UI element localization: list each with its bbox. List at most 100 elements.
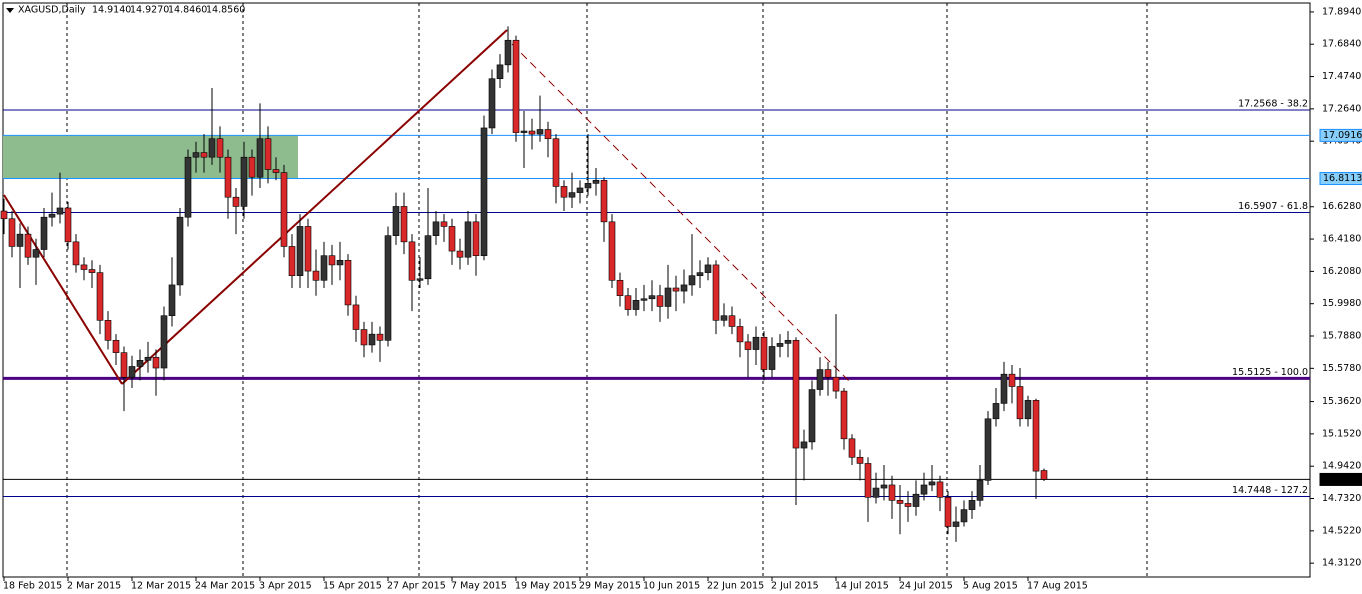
candle-body [608, 221, 616, 281]
ohlc-open: 14.9140 [92, 5, 131, 16]
candle-body [696, 272, 704, 276]
x-tick-label: 2 Jul 2015 [771, 581, 819, 592]
candle-body [104, 320, 112, 341]
level-label-box [1319, 472, 1362, 486]
candle-body [752, 336, 760, 350]
candle-body [1040, 470, 1048, 480]
candle-body [928, 481, 936, 486]
x-tick-label: 14 Jul 2015 [835, 581, 889, 592]
candle-body [640, 298, 648, 301]
y-tick-label: 17.8940 [1322, 6, 1361, 17]
y-tick-label: 14.9420 [1322, 461, 1361, 472]
candle-body [1016, 386, 1024, 420]
candle-body [992, 403, 1000, 420]
level-label: 17.2568 - 38.2 [1238, 98, 1308, 109]
candle-body [896, 500, 904, 504]
candle-body [152, 356, 160, 369]
candle-body [200, 152, 208, 158]
ohlc-low: 14.8460 [168, 5, 207, 16]
candle-body [144, 356, 152, 361]
candle-body [456, 250, 464, 258]
y-tick-label: 15.1520 [1322, 428, 1361, 439]
candle-body [488, 78, 496, 129]
candle-body [824, 369, 832, 378]
candle-body [472, 221, 480, 256]
candle-body [904, 503, 912, 507]
x-tick-label: 5 Aug 2015 [963, 581, 1018, 592]
candle-body [584, 183, 592, 189]
labels-layer: 17.894017.684017.474017.264017.054016.62… [3, 6, 1362, 592]
candle-body [96, 272, 104, 321]
candle-body [592, 179, 600, 184]
candle-body [976, 480, 984, 501]
x-tick-label: 18 Feb 2015 [3, 581, 62, 592]
candle-body [136, 360, 144, 367]
candle-body [704, 264, 712, 273]
plot-frame [2, 2, 1311, 578]
candle-body [440, 221, 448, 227]
candle-body [376, 333, 384, 341]
y-tick-label: 16.6280 [1322, 201, 1361, 212]
candle-body [952, 521, 960, 527]
candle-body [912, 493, 920, 507]
candle-body [16, 233, 24, 247]
candles-layer [0, 26, 1048, 542]
level-label: 15.5125 - 100.0 [1232, 367, 1308, 378]
y-tick-label: 16.4180 [1322, 234, 1361, 245]
y-tick-label: 14.3120 [1322, 558, 1361, 569]
menu-arrow[interactable] [6, 8, 14, 13]
candle-body [872, 487, 880, 498]
candle-body [720, 315, 728, 321]
level-label: 14.7448 - 127.2 [1232, 485, 1308, 496]
x-tick-label: 15 Apr 2015 [323, 581, 382, 592]
candle-body [840, 390, 848, 440]
candle-body [432, 221, 440, 236]
candle-body [424, 235, 432, 280]
candle-body [680, 284, 688, 292]
chart-title: XAGUSD,Daily [18, 5, 86, 16]
candle-body [368, 333, 376, 346]
candle-body [576, 187, 584, 193]
candle-body [272, 169, 280, 173]
candle-body [384, 235, 392, 341]
y-tick-label: 17.6840 [1322, 39, 1361, 50]
candle-body [408, 241, 416, 281]
candle-body [552, 138, 560, 187]
candle-body [360, 329, 368, 346]
candle-body [8, 218, 16, 247]
x-tick-label: 24 Jul 2015 [899, 581, 953, 592]
candle-body [984, 418, 992, 481]
y-tick-label: 17.2640 [1322, 103, 1361, 114]
candle-body [712, 264, 720, 321]
level-label: 16.8113 [1323, 173, 1362, 184]
candle-body [480, 127, 488, 256]
y-tick-label: 14.7320 [1322, 493, 1361, 504]
y-tick-label: 15.5780 [1322, 363, 1361, 374]
candle-body [80, 264, 88, 270]
candle-body [304, 226, 312, 272]
candle-body [832, 376, 840, 392]
candle-body [176, 216, 184, 286]
candle-body [544, 129, 552, 140]
x-tick-label: 27 Apr 2015 [387, 581, 446, 592]
candle-body [1000, 373, 1008, 404]
candle-body [184, 156, 192, 218]
candle-body [496, 64, 504, 80]
candle-body [560, 186, 568, 198]
candle-body [312, 270, 320, 281]
candle-body [616, 280, 624, 296]
candle-body [256, 138, 264, 178]
level-label-box [1319, 128, 1362, 142]
candle-body [920, 484, 928, 495]
y-tick-label: 16.2080 [1322, 266, 1361, 277]
candle-body [264, 138, 272, 170]
candle-body [688, 275, 696, 286]
x-tick-label: 2 Mar 2015 [67, 581, 121, 592]
candle-body [728, 315, 736, 327]
candle-body [352, 304, 360, 330]
candle-body [856, 456, 864, 464]
candle-body [800, 441, 808, 449]
level-label: 17.0916 [1323, 130, 1362, 141]
candle-body [64, 207, 72, 243]
